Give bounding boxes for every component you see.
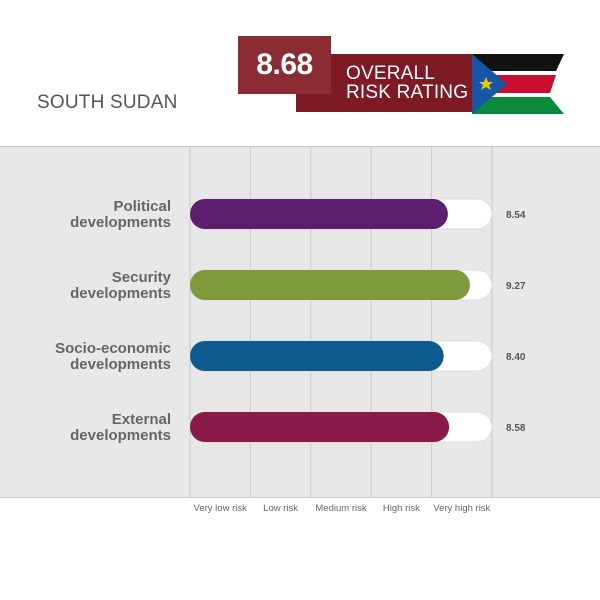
value-label: 9.27 xyxy=(506,281,526,292)
category-label: developments xyxy=(70,356,171,373)
x-tick-label: Very low risk xyxy=(194,503,248,514)
x-tick-label: Very high risk xyxy=(433,503,490,514)
value-label: 8.40 xyxy=(506,352,526,363)
category-label: External xyxy=(112,411,171,428)
chart-category-labels: PoliticaldevelopmentsSecuritydevelopment… xyxy=(55,198,172,444)
risk-rating-label-line1: OVERALL xyxy=(346,63,436,84)
x-tick-label: Medium risk xyxy=(315,503,366,514)
category-label: Socio-economic xyxy=(55,340,171,357)
category-label: developments xyxy=(70,427,171,444)
overall-score-box: 8.68 xyxy=(238,36,331,94)
bar xyxy=(190,199,448,229)
category-label: Security xyxy=(112,269,172,286)
risk-rating-label-line2: RISK RATING xyxy=(346,82,469,103)
bar xyxy=(190,412,450,442)
category-label: Political xyxy=(113,198,171,215)
risk-rating-label: OVERALL RISK RATING xyxy=(346,64,468,102)
x-tick-label: Low risk xyxy=(263,503,298,514)
category-label: developments xyxy=(70,214,171,231)
bar xyxy=(190,270,470,300)
south-sudan-flag-icon xyxy=(472,54,564,114)
bar xyxy=(190,341,444,371)
chart-value-labels: 8.54 9.27 8.40 8.58 xyxy=(506,210,526,434)
category-label: developments xyxy=(70,285,171,302)
country-name: SOUTH SUDAN xyxy=(37,92,178,113)
chart-tick-labels: Very low risk Low risk Medium risk High ris… xyxy=(194,503,491,514)
x-tick-label: High risk xyxy=(383,503,420,514)
value-label: 8.58 xyxy=(506,423,526,434)
chart-bars xyxy=(189,198,493,443)
value-label: 8.54 xyxy=(506,210,526,221)
